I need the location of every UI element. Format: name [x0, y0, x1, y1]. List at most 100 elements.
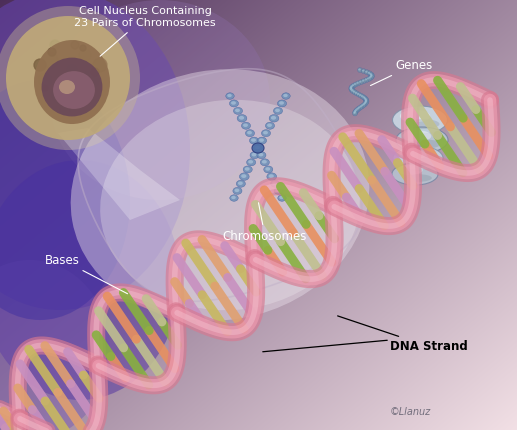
Ellipse shape	[350, 89, 353, 91]
Text: Genes: Genes	[371, 58, 432, 86]
Ellipse shape	[263, 131, 268, 135]
Ellipse shape	[274, 187, 283, 194]
Text: Bases: Bases	[45, 254, 128, 294]
Ellipse shape	[239, 173, 249, 180]
Ellipse shape	[358, 106, 360, 108]
Ellipse shape	[362, 95, 367, 100]
Ellipse shape	[354, 110, 357, 112]
Ellipse shape	[260, 159, 269, 166]
Ellipse shape	[354, 111, 356, 113]
Ellipse shape	[349, 86, 352, 88]
Ellipse shape	[368, 72, 370, 74]
Ellipse shape	[369, 73, 374, 78]
Ellipse shape	[359, 81, 361, 83]
Ellipse shape	[41, 58, 102, 117]
Ellipse shape	[362, 103, 365, 105]
Ellipse shape	[355, 92, 357, 94]
Ellipse shape	[364, 77, 369, 83]
Ellipse shape	[352, 90, 357, 95]
Ellipse shape	[241, 122, 251, 129]
Ellipse shape	[234, 108, 242, 114]
Ellipse shape	[233, 187, 242, 194]
Circle shape	[50, 40, 60, 50]
Ellipse shape	[351, 83, 356, 88]
Ellipse shape	[406, 119, 439, 129]
Ellipse shape	[360, 94, 366, 99]
Ellipse shape	[349, 85, 354, 90]
Ellipse shape	[262, 130, 270, 137]
Ellipse shape	[226, 93, 234, 99]
Ellipse shape	[404, 174, 432, 182]
Ellipse shape	[50, 0, 270, 200]
Circle shape	[34, 59, 46, 71]
Ellipse shape	[392, 106, 448, 134]
Ellipse shape	[247, 159, 256, 166]
Circle shape	[81, 71, 99, 89]
Ellipse shape	[243, 123, 248, 127]
Ellipse shape	[247, 131, 252, 135]
Ellipse shape	[252, 153, 256, 157]
Ellipse shape	[262, 160, 267, 163]
Ellipse shape	[272, 181, 277, 185]
Ellipse shape	[406, 158, 436, 166]
Circle shape	[79, 49, 91, 61]
Ellipse shape	[251, 138, 256, 142]
Ellipse shape	[398, 165, 423, 175]
Ellipse shape	[254, 145, 262, 151]
Ellipse shape	[361, 69, 366, 74]
Circle shape	[48, 48, 56, 56]
Ellipse shape	[353, 111, 357, 116]
Ellipse shape	[356, 81, 360, 86]
Ellipse shape	[358, 80, 363, 85]
Ellipse shape	[364, 102, 366, 104]
Ellipse shape	[351, 89, 356, 94]
Circle shape	[80, 45, 86, 51]
Ellipse shape	[364, 99, 369, 104]
Ellipse shape	[349, 88, 355, 92]
Ellipse shape	[369, 74, 374, 79]
Ellipse shape	[357, 93, 359, 95]
Ellipse shape	[254, 145, 262, 151]
Ellipse shape	[357, 68, 362, 73]
Ellipse shape	[236, 180, 246, 187]
Circle shape	[71, 41, 79, 49]
Ellipse shape	[400, 110, 430, 122]
Ellipse shape	[361, 104, 363, 106]
Ellipse shape	[258, 153, 263, 157]
Ellipse shape	[279, 101, 284, 105]
Ellipse shape	[355, 108, 359, 113]
Ellipse shape	[282, 93, 290, 99]
Ellipse shape	[356, 107, 361, 111]
Circle shape	[42, 52, 58, 68]
Ellipse shape	[239, 116, 244, 120]
Ellipse shape	[0, 80, 130, 320]
Ellipse shape	[354, 109, 358, 114]
Ellipse shape	[358, 93, 363, 98]
Ellipse shape	[399, 149, 427, 160]
Ellipse shape	[357, 108, 359, 110]
Ellipse shape	[270, 180, 280, 187]
Ellipse shape	[248, 160, 253, 163]
Ellipse shape	[279, 196, 284, 199]
Ellipse shape	[283, 94, 288, 97]
Ellipse shape	[349, 84, 355, 89]
Ellipse shape	[71, 69, 369, 321]
Ellipse shape	[254, 145, 262, 151]
Ellipse shape	[235, 189, 239, 192]
Ellipse shape	[367, 77, 370, 80]
Ellipse shape	[393, 146, 443, 170]
Ellipse shape	[255, 146, 260, 149]
Ellipse shape	[249, 137, 258, 144]
Ellipse shape	[396, 127, 448, 153]
Ellipse shape	[357, 105, 362, 111]
Ellipse shape	[273, 108, 283, 114]
Ellipse shape	[230, 100, 238, 107]
Ellipse shape	[363, 96, 368, 101]
Ellipse shape	[255, 146, 260, 149]
Ellipse shape	[353, 112, 356, 114]
Ellipse shape	[257, 152, 266, 159]
Text: Cell Nucleus Containing
23 Pairs of Chromosomes: Cell Nucleus Containing 23 Pairs of Chro…	[74, 6, 216, 56]
Ellipse shape	[361, 95, 363, 97]
Ellipse shape	[245, 167, 250, 171]
Ellipse shape	[59, 80, 75, 94]
